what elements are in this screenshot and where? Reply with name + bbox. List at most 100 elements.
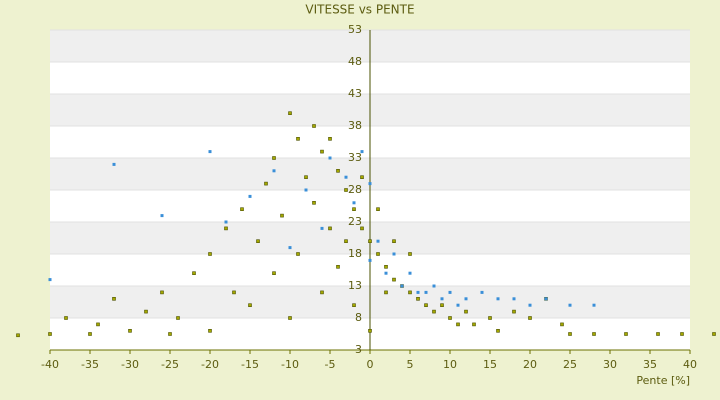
point — [440, 303, 444, 308]
point — [432, 284, 436, 288]
point — [368, 182, 372, 186]
point — [160, 290, 164, 295]
point — [480, 290, 484, 294]
chart-title: VITESSE vs PENTE — [305, 3, 414, 17]
point — [472, 322, 476, 327]
point — [128, 328, 132, 333]
point — [288, 246, 292, 250]
point — [352, 201, 356, 205]
point — [440, 297, 444, 301]
point — [624, 332, 628, 336]
point — [320, 290, 324, 295]
point — [416, 290, 420, 294]
point — [360, 226, 364, 231]
point — [272, 156, 276, 160]
y-tick-label: 8 — [355, 311, 362, 324]
point — [288, 111, 292, 115]
point — [392, 239, 396, 243]
point — [48, 332, 52, 336]
y-tick-label: 38 — [348, 119, 362, 132]
point — [456, 303, 460, 307]
point — [304, 188, 308, 192]
point — [160, 214, 164, 218]
point — [288, 316, 292, 320]
point — [144, 309, 148, 314]
x-tick-label: 10 — [443, 358, 457, 371]
point — [368, 328, 372, 333]
point — [512, 297, 516, 301]
point — [680, 332, 684, 336]
x-tick-label: -10 — [281, 358, 299, 371]
point — [232, 290, 236, 295]
point — [656, 332, 660, 336]
point — [392, 252, 396, 256]
point — [488, 316, 492, 320]
point — [376, 252, 380, 256]
point — [544, 297, 548, 301]
point — [352, 303, 356, 308]
point — [592, 303, 596, 307]
point — [208, 252, 212, 256]
point — [48, 278, 52, 282]
point — [408, 290, 412, 295]
y-tick-label: 53 — [348, 23, 362, 36]
point — [96, 322, 100, 327]
point — [168, 332, 172, 336]
point — [568, 303, 572, 307]
x-tick-label: 35 — [643, 358, 657, 371]
point — [208, 150, 212, 154]
point — [448, 290, 452, 294]
point — [336, 264, 340, 269]
point — [304, 175, 308, 179]
point — [512, 309, 516, 314]
point — [376, 207, 380, 211]
x-tick-label: 15 — [483, 358, 497, 371]
point — [112, 296, 116, 301]
point — [392, 277, 396, 282]
point — [272, 271, 276, 276]
point — [384, 264, 388, 269]
point — [112, 162, 116, 166]
point — [208, 328, 212, 333]
point — [64, 316, 68, 320]
point — [312, 201, 316, 205]
point — [408, 252, 412, 256]
point — [376, 239, 380, 243]
x-tick-label: -5 — [325, 358, 336, 371]
x-tick-label: -20 — [201, 358, 219, 371]
x-tick-label: -15 — [241, 358, 259, 371]
point — [368, 258, 372, 262]
y-tick-label: 48 — [348, 55, 362, 68]
point — [248, 194, 252, 198]
point — [320, 226, 324, 230]
y-tick-label: 13 — [348, 279, 362, 292]
point — [464, 309, 468, 314]
point — [568, 332, 572, 336]
point — [432, 309, 436, 314]
y-tick-label: 18 — [348, 247, 362, 260]
point — [368, 239, 372, 243]
x-tick-label: -35 — [81, 358, 99, 371]
point — [448, 316, 452, 320]
point — [400, 284, 404, 288]
x-tick-label: 20 — [523, 358, 537, 371]
x-tick-label: -25 — [161, 358, 179, 371]
x-axis-label: Pente [%] — [636, 374, 690, 387]
point — [592, 332, 596, 336]
point — [272, 169, 276, 173]
y-tick-label: 43 — [348, 87, 362, 100]
point — [384, 271, 388, 275]
point — [176, 316, 180, 320]
y-tick-label: 28 — [348, 183, 362, 196]
point — [256, 239, 260, 243]
point — [424, 290, 428, 294]
point — [192, 271, 196, 276]
x-tick-label: 30 — [603, 358, 617, 371]
point — [336, 169, 340, 173]
point — [264, 181, 268, 186]
point — [344, 188, 348, 192]
point — [496, 297, 500, 301]
point — [528, 316, 532, 320]
point — [360, 150, 364, 154]
